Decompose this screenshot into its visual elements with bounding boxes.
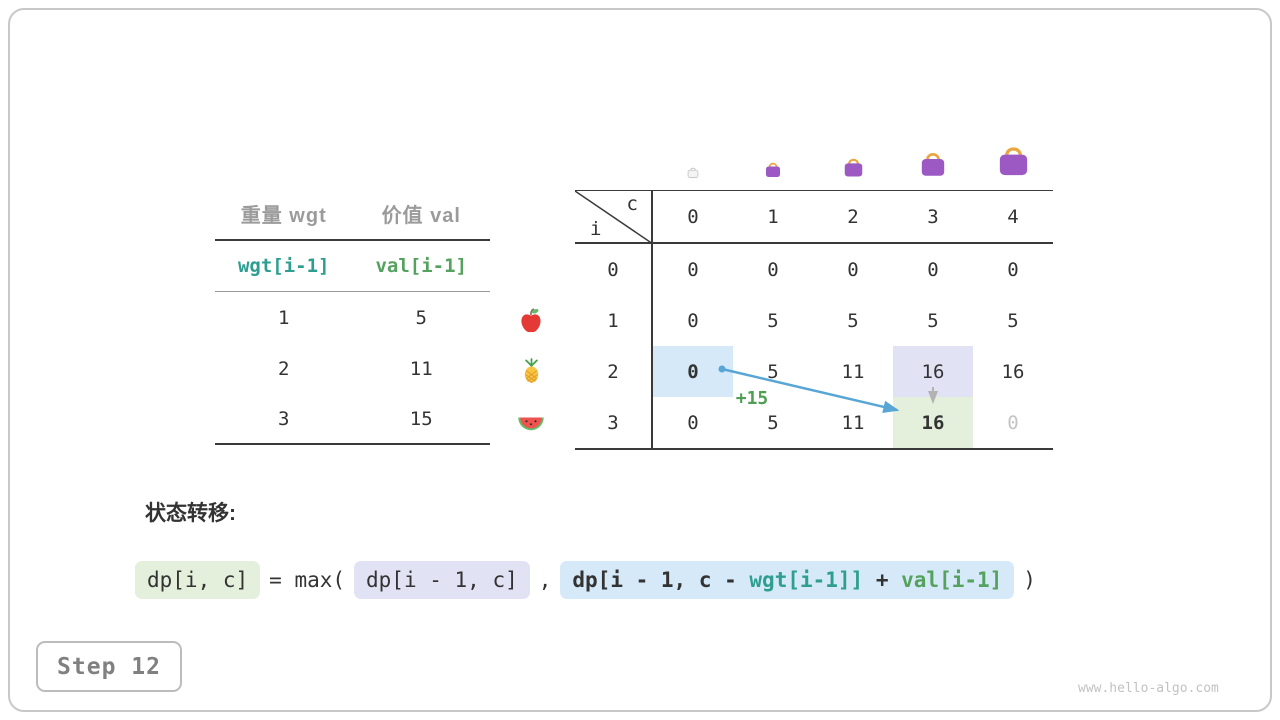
- formula-closing-paren: ): [1023, 568, 1036, 592]
- item-row-watermelon: 3 15: [215, 394, 490, 445]
- item-row-pineapple: 2 11: [215, 343, 490, 394]
- dp-cell-0-1: 0: [767, 258, 779, 281]
- apple-icon: [514, 294, 548, 345]
- bag-capacity-row: [653, 125, 1053, 183]
- dp-cell-3-3-result-highlight: 16: [893, 397, 973, 448]
- dp-cell-0-0: 0: [687, 258, 699, 281]
- item-table-header: 重量 wgt 价值 val: [215, 188, 490, 241]
- dp-col-header-4: 4: [973, 191, 1053, 244]
- formula-skip-box: dp[i - 1, c]: [354, 561, 530, 599]
- dp-cell-1-1: 5: [767, 309, 779, 332]
- dp-col-header-3: 3: [893, 191, 973, 244]
- weight-column-header: 重量 wgt: [240, 205, 327, 227]
- formula-equals-max: = max(: [269, 568, 346, 592]
- dp-cell-2-3-above-highlight: 16: [893, 346, 973, 397]
- dp-cell-0-4: 0: [1007, 258, 1019, 281]
- site-watermark: www.hello-algo.com: [1078, 681, 1219, 696]
- formula-take-wgt: wgt[i-1]]: [749, 568, 864, 592]
- item-table: 重量 wgt 价值 val wgt[i-1] val[i-1] 1 5 2 11…: [215, 188, 490, 445]
- dp-col-header-0: 0: [653, 191, 733, 244]
- bag-icon-capacity-4: [994, 140, 1033, 183]
- dp-col-header-2: 2: [813, 191, 893, 244]
- wgt-variable: wgt[i-1]: [237, 255, 330, 277]
- pineapple-icon: [514, 345, 548, 396]
- dp-cell-2-4: 16: [1001, 360, 1025, 383]
- dp-row-header-2: 2: [575, 346, 653, 397]
- dp-cell-2-0-source-highlight: 0: [653, 346, 733, 397]
- col-variable-label: c: [626, 193, 638, 215]
- formula-take-plus: +: [863, 568, 902, 592]
- fruit-icon-column: [514, 294, 548, 447]
- item-wgt: 2: [278, 357, 290, 380]
- dp-table-corner: c i: [575, 191, 653, 244]
- formula-take-box: dp[i - 1, c - wgt[i-1]] + val[i-1]: [560, 561, 1015, 599]
- item-wgt: 1: [278, 306, 290, 329]
- bag-icon-capacity-0: [686, 164, 700, 183]
- transition-formula: dp[i, c] = max( dp[i - 1, c] , dp[i - 1,…: [135, 561, 1036, 599]
- dp-cell-2-2: 11: [841, 360, 865, 383]
- row-variable-label: i: [590, 218, 602, 240]
- value-column-header: 价值 val: [381, 205, 461, 227]
- step-label: Step 12: [57, 653, 161, 680]
- dp-cell-1-4: 5: [1007, 309, 1019, 332]
- item-val: 5: [415, 306, 427, 329]
- dp-row-header-0: 0: [575, 244, 653, 295]
- dp-cell-1-2: 5: [847, 309, 859, 332]
- dp-cell-3-4-pending: 0: [1007, 411, 1019, 434]
- dp-cell-0-2: 0: [847, 258, 859, 281]
- bag-icon-capacity-1: [763, 159, 783, 183]
- item-val: 15: [409, 407, 433, 430]
- item-table-variable-row: wgt[i-1] val[i-1]: [215, 241, 490, 292]
- dp-cell-3-0: 0: [687, 411, 699, 434]
- dp-table: c i 0 1 2 3 4 0 0 0 0 0 0 1 0 5 5 5 5 2 …: [575, 190, 1053, 450]
- item-row-apple: 1 5: [215, 292, 490, 343]
- item-val: 11: [409, 357, 433, 380]
- formula-comma: ,: [538, 568, 552, 592]
- bag-icon-capacity-2: [841, 154, 866, 183]
- step-badge: Step 12: [36, 641, 182, 692]
- bag-icon-capacity-3: [917, 147, 949, 183]
- item-wgt: 3: [278, 407, 290, 430]
- dp-col-header-1: 1: [733, 191, 813, 244]
- dp-row-header-3: 3: [575, 397, 653, 448]
- formula-result-box: dp[i, c]: [135, 561, 261, 599]
- dp-cell-3-1: 5: [767, 411, 779, 434]
- formula-take-val: val[i-1]: [901, 568, 1003, 592]
- value-gain-annotation: +15: [735, 388, 769, 409]
- watermelon-icon: [514, 396, 548, 447]
- dp-cell-1-0: 0: [687, 309, 699, 332]
- dp-cell-1-3: 5: [927, 309, 939, 332]
- transition-title: 状态转移:: [145, 502, 236, 525]
- corner-diagonal-line: [575, 191, 653, 244]
- val-variable: val[i-1]: [375, 255, 467, 277]
- dp-cell-3-2: 11: [841, 411, 865, 434]
- dp-row-header-1: 1: [575, 295, 653, 346]
- dp-cell-0-3: 0: [927, 258, 939, 281]
- formula-take-prefix: dp[i - 1, c -: [572, 568, 750, 592]
